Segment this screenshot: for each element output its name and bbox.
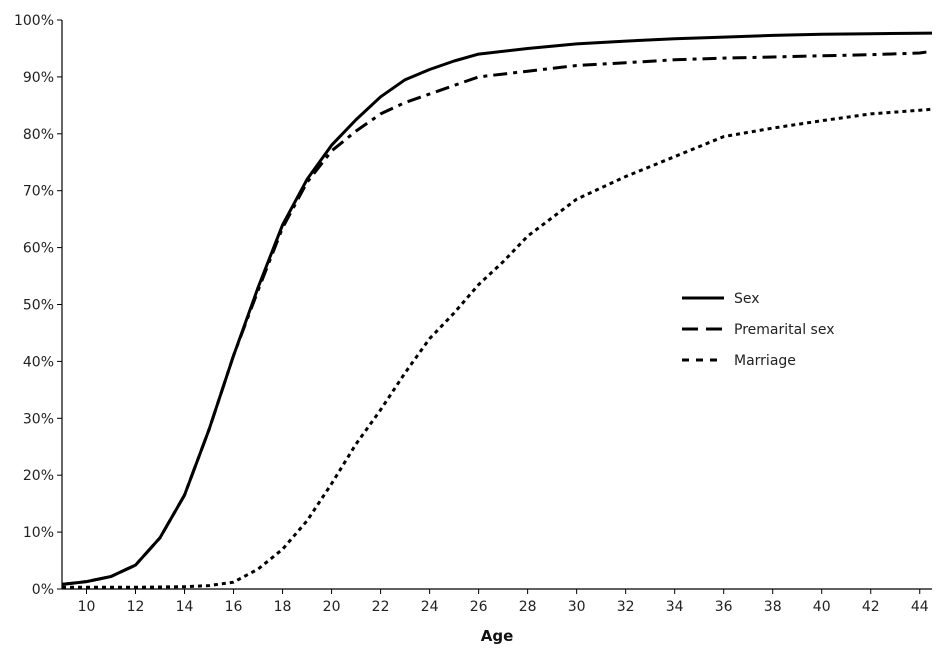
x-tick-label: 24 bbox=[421, 599, 439, 615]
x-tick-label: 16 bbox=[225, 599, 243, 615]
y-tick-label: 30% bbox=[23, 411, 54, 427]
x-tick-label: 26 bbox=[470, 599, 488, 615]
x-axis-title: Age bbox=[481, 627, 514, 645]
legend-label: Premarital sex bbox=[734, 322, 834, 338]
y-tick-label: 20% bbox=[23, 468, 54, 484]
x-tick-label: 40 bbox=[813, 599, 831, 615]
y-tick-label: 0% bbox=[32, 582, 54, 598]
y-tick-label: 80% bbox=[23, 127, 54, 143]
x-tick-label: 38 bbox=[764, 599, 782, 615]
legend: Sex Premarital sex Marriage bbox=[682, 291, 834, 369]
x-tick-label: 28 bbox=[519, 599, 537, 615]
y-tick-label: 70% bbox=[23, 184, 54, 200]
series-line-sex bbox=[61, 31, 933, 586]
y-axis-ticks: 0% 10% 20% 30% 40% 50% 60% 70% 80% 90% 100% bbox=[14, 13, 62, 598]
x-tick-label: 32 bbox=[617, 599, 635, 615]
x-tick-label: 12 bbox=[127, 599, 145, 615]
y-tick-label: 90% bbox=[23, 70, 54, 86]
x-tick-label: 42 bbox=[862, 599, 880, 615]
legend-label: Marriage bbox=[734, 353, 796, 369]
x-tick-label: 44 bbox=[911, 599, 929, 615]
x-axis-ticks: 10 12 14 16 18 20 22 24 26 28 30 32 34 36 38 40 42 44 bbox=[78, 589, 929, 615]
axes bbox=[61, 20, 932, 590]
x-tick-label: 34 bbox=[666, 599, 684, 615]
series-lines bbox=[61, 31, 933, 589]
series-line-marriage bbox=[62, 107, 933, 589]
x-tick-label: 22 bbox=[372, 599, 390, 615]
y-tick-label: 10% bbox=[23, 525, 54, 541]
legend-label: Sex bbox=[734, 291, 760, 307]
y-tick-label: 60% bbox=[23, 241, 54, 257]
y-tick-label: 40% bbox=[23, 354, 54, 370]
x-tick-label: 14 bbox=[176, 599, 194, 615]
x-tick-label: 30 bbox=[568, 599, 586, 615]
x-tick-label: 20 bbox=[323, 599, 341, 615]
x-tick-label: 36 bbox=[715, 599, 733, 615]
x-tick-label: 18 bbox=[274, 599, 292, 615]
x-tick-label: 10 bbox=[78, 599, 96, 615]
series-line-premarital-sex bbox=[61, 49, 933, 586]
y-tick-label: 50% bbox=[23, 298, 54, 314]
y-tick-label: 100% bbox=[14, 13, 54, 29]
